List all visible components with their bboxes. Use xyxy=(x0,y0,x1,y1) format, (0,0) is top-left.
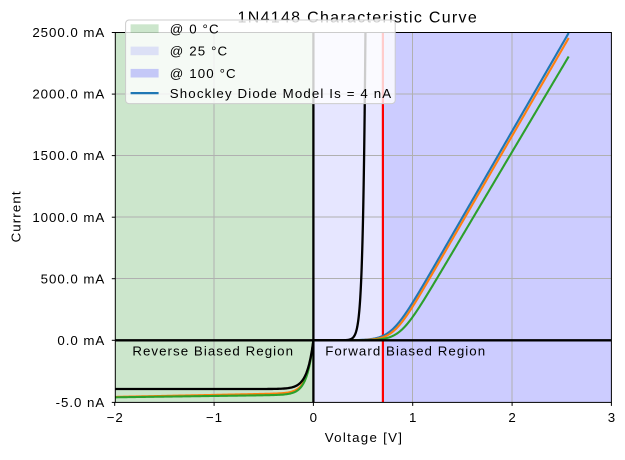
svg-text:Forward Biased Region: Forward Biased Region xyxy=(325,344,486,359)
svg-text:Reverse Biased Region: Reverse Biased Region xyxy=(132,344,294,359)
svg-text:0: 0 xyxy=(310,410,318,425)
svg-text:1500.0 mA: 1500.0 mA xyxy=(32,148,105,163)
svg-text:2000.0 mA: 2000.0 mA xyxy=(32,87,105,102)
svg-text:500.0 mA: 500.0 mA xyxy=(41,271,106,286)
svg-text:−2: −2 xyxy=(107,410,124,425)
svg-text:−1: −1 xyxy=(206,410,223,425)
svg-text:3: 3 xyxy=(608,410,616,425)
svg-text:@ 0 °C: @ 0 °C xyxy=(170,21,220,36)
svg-text:Current: Current xyxy=(9,190,24,242)
svg-text:@ 25 °C: @ 25 °C xyxy=(170,44,228,59)
svg-text:Shockley Diode Model Is = 4 nA: Shockley Diode Model Is = 4 nA xyxy=(170,86,392,101)
svg-text:2500.0 mA: 2500.0 mA xyxy=(32,25,105,40)
svg-text:1: 1 xyxy=(409,410,417,425)
svg-text:-5.0 nA: -5.0 nA xyxy=(56,395,106,410)
svg-text:1000.0 mA: 1000.0 mA xyxy=(32,210,105,225)
svg-text:@ 100 °C: @ 100 °C xyxy=(170,66,237,81)
svg-text:0.0 mA: 0.0 mA xyxy=(57,333,105,348)
svg-text:2: 2 xyxy=(508,410,516,425)
svg-text:Voltage [V]: Voltage [V] xyxy=(325,430,404,445)
